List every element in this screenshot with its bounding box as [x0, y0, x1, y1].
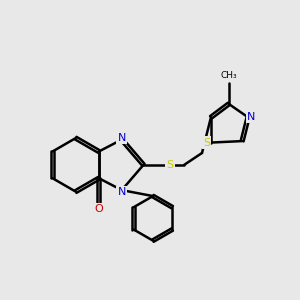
- Text: S: S: [167, 160, 173, 170]
- Text: N: N: [247, 112, 255, 122]
- Text: CH₃: CH₃: [220, 71, 237, 80]
- Text: N: N: [118, 133, 126, 143]
- Text: O: O: [94, 204, 103, 214]
- Text: S: S: [203, 138, 210, 148]
- Text: N: N: [118, 187, 126, 196]
